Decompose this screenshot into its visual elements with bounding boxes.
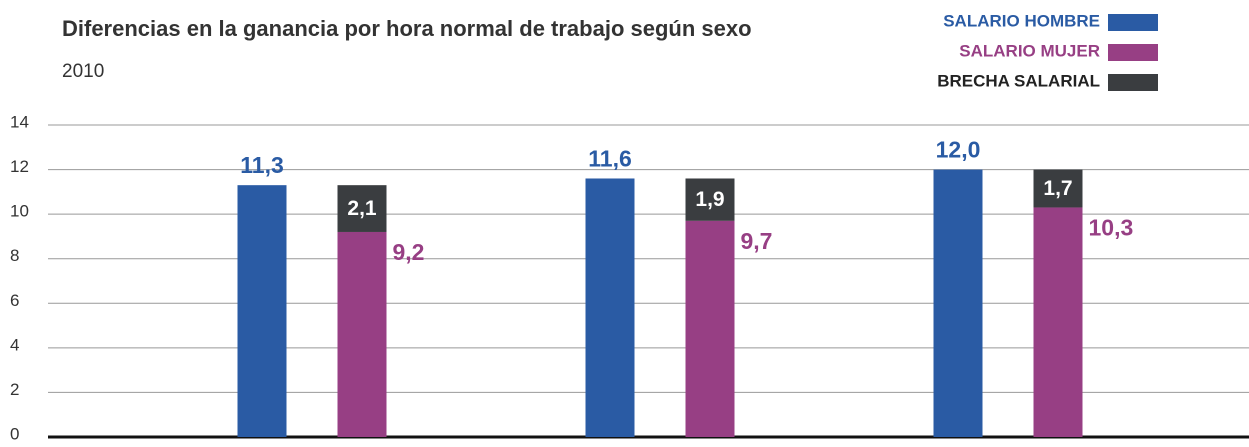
bar bbox=[685, 178, 735, 221]
bar bbox=[1033, 207, 1083, 437]
chart-title: Diferencias en la ganancia por hora norm… bbox=[62, 16, 752, 41]
value-label: 9,2 bbox=[393, 239, 425, 265]
value-label: 12,0 bbox=[936, 137, 981, 163]
y-tick-label: 8 bbox=[10, 246, 19, 265]
value-label: 2,1 bbox=[347, 197, 377, 220]
y-tick-label: 6 bbox=[10, 291, 19, 310]
y-tick-label: 2 bbox=[10, 380, 19, 399]
bar bbox=[585, 178, 635, 437]
value-label: 10,3 bbox=[1089, 215, 1134, 241]
y-tick-label: 12 bbox=[10, 157, 29, 176]
legend-swatch bbox=[1108, 44, 1158, 61]
bar bbox=[237, 185, 287, 437]
legend-swatch bbox=[1108, 74, 1158, 91]
value-label: 1,9 bbox=[695, 188, 724, 211]
bar bbox=[337, 185, 387, 232]
y-tick-label: 0 bbox=[10, 424, 19, 443]
bar bbox=[1033, 169, 1083, 208]
legend-label: BRECHA SALARIAL bbox=[937, 71, 1100, 90]
value-label: 1,7 bbox=[1043, 177, 1072, 200]
legend-swatch bbox=[1108, 14, 1158, 31]
value-label: 11,6 bbox=[588, 146, 632, 172]
legend-label: SALARIO HOMBRE bbox=[943, 11, 1100, 30]
value-label: 9,7 bbox=[741, 228, 773, 254]
bar bbox=[933, 169, 983, 438]
legend-label: SALARIO MUJER bbox=[959, 41, 1100, 60]
y-tick-label: 4 bbox=[10, 335, 19, 354]
y-tick-label: 14 bbox=[10, 112, 29, 131]
y-tick-label: 10 bbox=[10, 202, 29, 221]
value-label: 11,3 bbox=[240, 152, 284, 178]
bar bbox=[337, 231, 387, 437]
chart-subtitle: 2010 bbox=[62, 61, 104, 82]
bar bbox=[685, 220, 735, 437]
